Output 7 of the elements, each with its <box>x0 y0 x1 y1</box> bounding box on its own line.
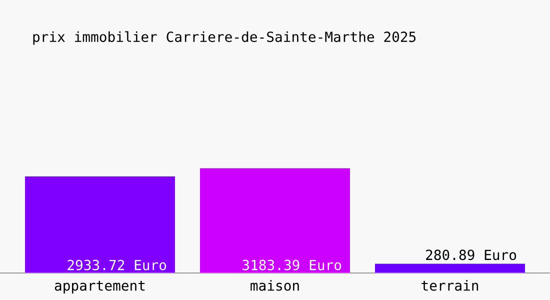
data-label: 3183.39 Euro <box>242 260 342 270</box>
chart-title: prix immobilier Carriere-de-Sainte-Marthe 2025 <box>33 31 416 45</box>
x-tick-label: maison <box>250 280 299 291</box>
x-tick-label: appartement <box>54 280 145 294</box>
data-label: 2933.72 Euro <box>68 260 166 270</box>
data-label: 280.89 Euro <box>426 250 516 260</box>
x-tick-label: terrain <box>422 280 478 291</box>
